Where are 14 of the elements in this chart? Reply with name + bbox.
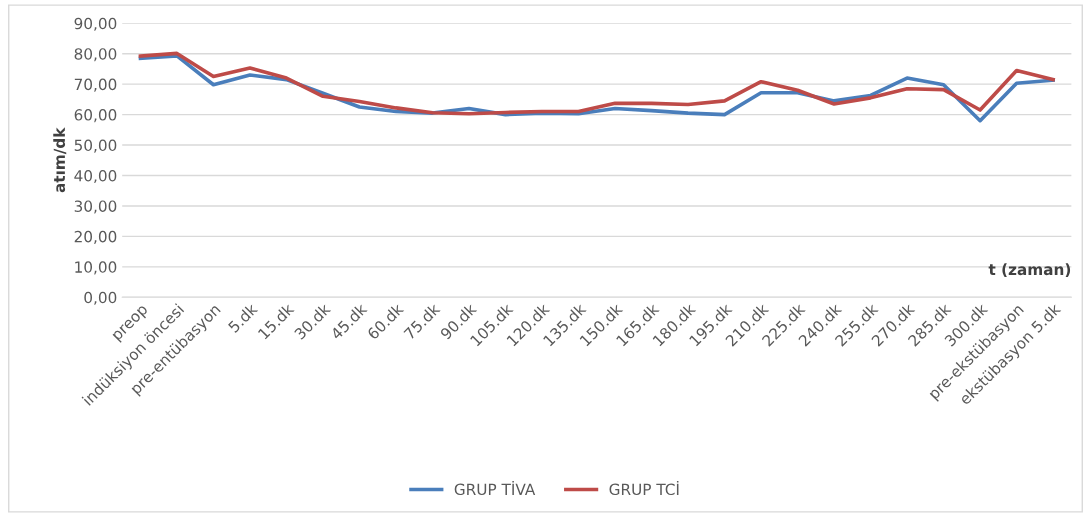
y-tick-label: 70,00 — [74, 78, 117, 92]
y-tick-label: 80,00 — [74, 48, 117, 62]
y-tick-label: 0,00 — [84, 291, 117, 305]
y-axis-title: atım/dk — [53, 127, 67, 193]
y-tick-label: 30,00 — [74, 200, 117, 214]
y-tick-label: 40,00 — [74, 169, 117, 184]
y-tick-label: 10,00 — [75, 261, 117, 275]
y-tick-label: 50,00 — [74, 139, 117, 153]
y-tick-label: 20,00 — [74, 230, 117, 244]
y-tick-label: 90,00 — [74, 17, 117, 31]
y-tick-label: 60,00 — [74, 109, 117, 123]
legend-label: GRUP TCİ — [609, 480, 679, 496]
legend-label: GRUP TİVA — [454, 480, 536, 496]
x-axis-title: t (zaman) — [988, 263, 1071, 277]
